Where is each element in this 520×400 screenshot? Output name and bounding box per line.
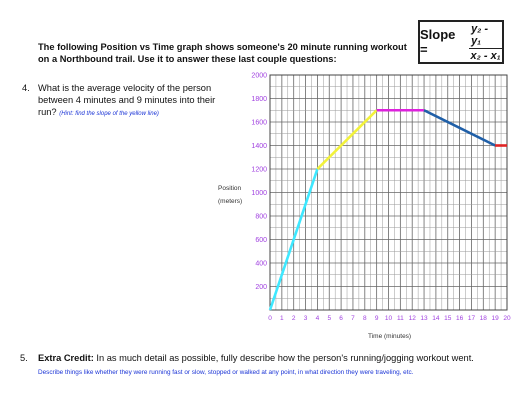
question-4-number: 4. bbox=[22, 83, 30, 93]
question-5-note: Describe things like whether they were r… bbox=[38, 369, 414, 376]
y-tick-label: 2000 bbox=[251, 73, 267, 80]
x-tick-label: 8 bbox=[363, 315, 367, 322]
x-tick-label: 1 bbox=[280, 315, 284, 322]
y-tick-label: 1800 bbox=[251, 96, 267, 103]
y-tick-label: 1200 bbox=[251, 167, 267, 174]
x-tick-label: 19 bbox=[492, 315, 500, 322]
x-tick-label: 13 bbox=[420, 315, 428, 322]
x-tick-label: 3 bbox=[304, 315, 308, 322]
plot-border bbox=[269, 74, 508, 311]
question-4-text: What is the average velocity of the pers… bbox=[38, 82, 222, 120]
x-tick-label: 17 bbox=[468, 315, 476, 322]
chart-y-axis-label: Position (meters) bbox=[218, 182, 242, 208]
y-tick-label: 800 bbox=[255, 214, 267, 221]
series-segment-1 bbox=[268, 168, 319, 311]
x-tick-label: 5 bbox=[327, 315, 331, 322]
slope-formula-box: Slope = y₂ - y₁ x₂ - x₁ bbox=[418, 20, 504, 64]
question-5-number: 5. bbox=[20, 353, 28, 363]
series-segment-4 bbox=[423, 109, 496, 147]
slope-label: Slope = bbox=[420, 27, 456, 57]
question-5-body: In as much detail as possible, fully des… bbox=[93, 353, 474, 363]
x-tick-label: 0 bbox=[268, 315, 272, 322]
y-tick-label: 600 bbox=[255, 237, 267, 244]
intro-text: The following Position vs Time graph sho… bbox=[38, 42, 407, 64]
chart-x-axis-label: Time (minutes) bbox=[368, 333, 412, 340]
x-tick-label: 18 bbox=[480, 315, 488, 322]
y-tick-label: 1000 bbox=[251, 190, 267, 197]
question-4-body: What is the average velocity of the pers… bbox=[38, 83, 216, 117]
y-tick-label: 1600 bbox=[251, 120, 267, 127]
x-tick-label: 12 bbox=[409, 315, 417, 322]
question-5-text: Extra Credit: In as much detail as possi… bbox=[38, 352, 515, 364]
slope-fraction: y₂ - y₁ x₂ - x₁ bbox=[469, 23, 502, 62]
x-tick-label: 11 bbox=[397, 315, 404, 322]
x-tick-label: 15 bbox=[444, 315, 452, 322]
slope-numerator: y₂ - y₁ bbox=[469, 23, 502, 49]
y-tick-label: 400 bbox=[255, 261, 267, 268]
question-5-lead: Extra Credit: bbox=[38, 353, 94, 363]
series-segment-2 bbox=[316, 109, 378, 170]
x-tick-label: 6 bbox=[339, 315, 343, 322]
slope-denominator: x₂ - x₁ bbox=[470, 49, 501, 62]
y-axis-label-line-1: Position bbox=[218, 185, 242, 192]
y-tick-label: 1400 bbox=[251, 143, 267, 150]
question-5: 5. Extra Credit: In as much detail as po… bbox=[20, 352, 515, 379]
x-tick-label: 9 bbox=[375, 315, 379, 322]
y-tick-label: 200 bbox=[255, 284, 267, 291]
question-4-hint: (Hint: find the slope of the yellow line… bbox=[59, 111, 159, 117]
x-tick-label: 7 bbox=[351, 315, 355, 322]
x-tick-label: 10 bbox=[385, 315, 393, 322]
x-tick-label: 2 bbox=[292, 315, 296, 322]
x-tick-label: 4 bbox=[316, 315, 320, 322]
x-tick-label: 14 bbox=[432, 315, 440, 322]
x-tick-label: 16 bbox=[456, 315, 464, 322]
x-tick-label: 20 bbox=[503, 315, 511, 322]
y-axis-label-line-2: (meters) bbox=[218, 198, 243, 205]
question-4: 4. What is the average velocity of the p… bbox=[22, 82, 222, 120]
